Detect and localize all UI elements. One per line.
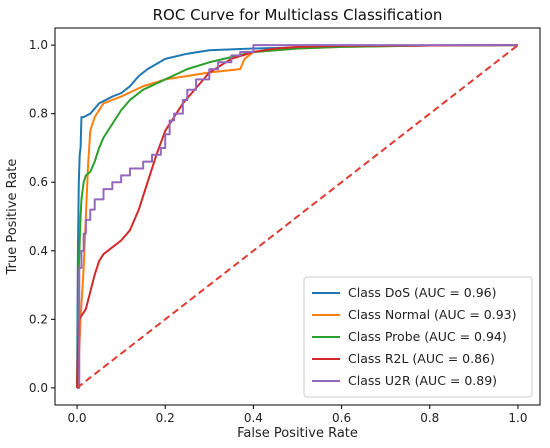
plot-frame bbox=[54, 27, 541, 406]
legend-entry: Class Normal (AUC = 0.93) bbox=[348, 307, 517, 322]
x-axis: 0.0 0.2 0.4 0.6 0.8 1.0 bbox=[67, 405, 528, 425]
legend-entry: Class U2R (AUC = 0.89) bbox=[348, 373, 497, 388]
x-tick-label: 0.6 bbox=[332, 411, 351, 425]
legend-entry: Class Probe (AUC = 0.94) bbox=[348, 329, 507, 344]
series-line-u2r bbox=[77, 44, 518, 389]
y-axis-label: True Positive Rate bbox=[5, 159, 20, 276]
y-axis: 0.0 0.2 0.4 0.6 0.8 1.0 bbox=[29, 38, 55, 395]
legend-entry: Class R2L (AUC = 0.86) bbox=[348, 351, 495, 366]
y-tick-label: 0.0 bbox=[29, 381, 48, 395]
y-tick-label: 0.6 bbox=[29, 175, 48, 189]
x-tick-label: 1.0 bbox=[508, 411, 527, 425]
x-tick-label: 0.8 bbox=[420, 411, 439, 425]
x-tick-label: 0.4 bbox=[244, 411, 263, 425]
x-tick-label: 0.2 bbox=[156, 411, 175, 425]
y-tick-label: 1.0 bbox=[29, 38, 48, 52]
legend-box bbox=[303, 276, 533, 398]
y-tick-label: 0.8 bbox=[29, 107, 48, 121]
series-line-r2l bbox=[76, 44, 518, 388]
legend-entry: Class DoS (AUC = 0.96) bbox=[348, 285, 496, 300]
y-tick-label: 0.4 bbox=[29, 244, 48, 258]
chart-title: ROC Curve for Multiclass Classification bbox=[153, 6, 443, 24]
plot-area bbox=[76, 44, 519, 389]
series-line-probe bbox=[76, 44, 518, 388]
y-tick-label: 0.2 bbox=[29, 312, 48, 326]
x-tick-label: 0.0 bbox=[67, 411, 86, 425]
legend: Class DoS (AUC = 0.96) Class Normal (AUC … bbox=[303, 276, 533, 398]
diagonal-reference-line bbox=[76, 44, 519, 389]
x-axis-label: False Positive Rate bbox=[237, 426, 358, 441]
